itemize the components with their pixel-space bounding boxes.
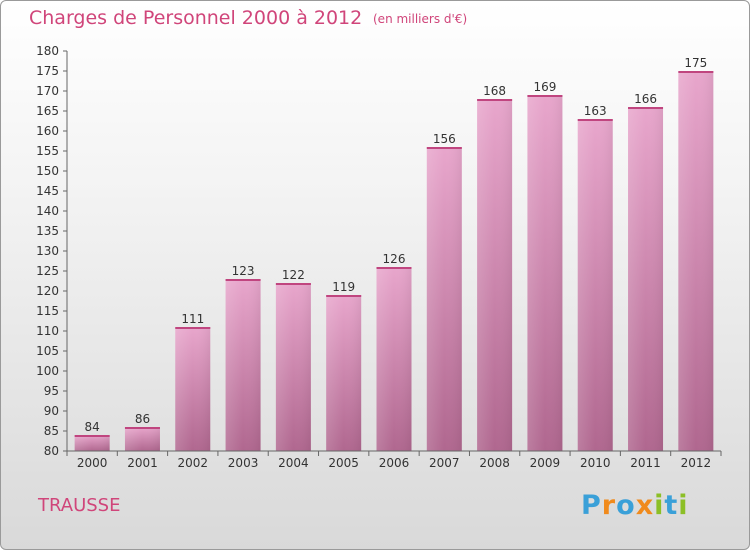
bar-value-label: 175 [684,56,707,70]
x-tick-label: 2004 [278,456,309,470]
bar-sheen [124,427,160,451]
bar-top-edge [124,427,160,429]
bar-value-label: 169 [533,80,556,94]
y-tick-label: 105 [36,344,59,358]
y-tick-label: 135 [36,224,59,238]
y-tick-label: 85 [44,424,59,438]
bar-value-label: 84 [85,420,100,434]
bar-sheen [678,71,714,451]
x-tick-label: 2005 [328,456,359,470]
y-tick-label: 115 [36,304,59,318]
chart-title: Charges de Personnel 2000 à 2012 [29,7,363,29]
bar-value-label: 156 [433,132,456,146]
y-tick-label: 160 [36,124,59,138]
bar-top-edge [225,279,261,281]
y-tick-label: 80 [44,444,59,458]
x-tick-label: 2009 [530,456,561,470]
bar-sheen [477,99,513,451]
logo-letter: x [635,490,655,521]
bar-sheen [527,95,563,451]
bar-top-edge [74,435,110,437]
y-tick-label: 145 [36,184,59,198]
bar-top-edge [577,119,613,121]
y-tick-label: 130 [36,244,59,258]
logo-letter: r [601,490,617,521]
bar-value-label: 119 [332,280,355,294]
bar-top-edge [477,99,513,101]
y-tick-label: 180 [36,44,59,58]
y-tick-label: 95 [44,384,59,398]
bar-top-edge [376,267,412,269]
bar-sheen [628,107,664,451]
y-tick-label: 125 [36,264,59,278]
bar-sheen [225,279,261,451]
bar-sheen [577,119,613,451]
bar-sheen [175,327,211,451]
x-tick-label: 2000 [77,456,108,470]
y-tick-label: 155 [36,144,59,158]
bar-value-label: 168 [483,84,506,98]
x-axis: 2000 2001 2002 2003 2004 2005 2006 2007 2008 2009… [66,450,722,470]
bar-value-label: 123 [232,264,255,278]
logo-letter: i [654,490,665,521]
chart-subtitle: (en milliers d'€) [373,12,468,26]
bar-value-label: 166 [634,92,657,106]
y-tick-label: 100 [36,364,59,378]
bar-top-edge [275,283,311,285]
logo-letter: i [678,490,689,521]
commune-name: TRAUSSE [38,495,121,516]
logo-letter: P [581,490,602,521]
x-tick-label: 2008 [479,456,510,470]
bar-top-edge [527,95,563,97]
bar-top-edge [628,107,664,109]
y-tick-label: 90 [44,404,59,418]
logo-letter: t [664,490,679,521]
bar-sheen [74,435,110,451]
y-tick-label: 110 [36,324,59,338]
y-axis: 80 85 90 95 100 105 110 115 120 125 130 135 140 145 15… [36,44,68,458]
x-tick-label: 2001 [127,456,158,470]
bar-value-label: 163 [584,104,607,118]
bar-value-label: 111 [181,312,204,326]
y-tick-label: 120 [36,284,59,298]
y-tick-label: 140 [36,204,59,218]
x-tick-label: 2011 [630,456,661,470]
x-tick-label: 2007 [429,456,460,470]
bar-top-edge [326,295,362,297]
bar-sheen [326,295,362,451]
y-tick-label: 170 [36,84,59,98]
bar-sheen [376,267,412,451]
bar-value-label: 126 [383,252,406,266]
x-tick-label: 2003 [228,456,259,470]
bar-top-edge [175,327,211,329]
x-tick-label: 2010 [580,456,611,470]
x-tick-label: 2012 [681,456,712,470]
x-tick-label: 2006 [379,456,410,470]
y-tick-label: 165 [36,104,59,118]
y-tick-label: 175 [36,64,59,78]
bar-top-edge [426,147,462,149]
bar-value-label: 86 [135,412,150,426]
bar-value-label: 122 [282,268,305,282]
proxiti-logo: Proxiti [581,490,689,521]
bar-sheen [275,283,311,451]
bar-top-edge [678,71,714,73]
y-tick-label: 150 [36,164,59,178]
logo-letter: o [616,490,636,521]
bar-sheen [426,147,462,451]
x-tick-label: 2002 [177,456,208,470]
bars: 84 86 111 123 122 119 126 156 168 169 163 166 175 [74,56,714,451]
